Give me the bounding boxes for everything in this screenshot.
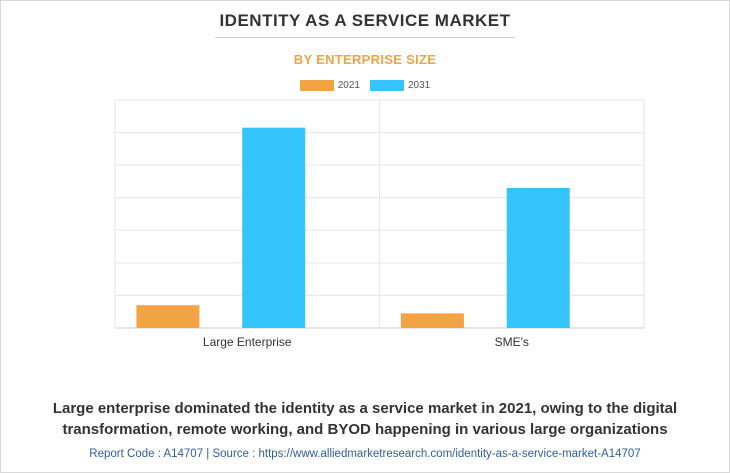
title-divider	[215, 37, 515, 38]
legend-label-2031: 2031	[408, 80, 431, 91]
bar-2021-sme-s	[400, 313, 464, 328]
legend-label-2021: 2021	[337, 80, 360, 91]
chart-title: IDENTITY AS A SERVICE MARKET	[219, 11, 511, 30]
chart-caption: Large enterprise dominated the identity …	[52, 400, 678, 438]
legend-item-2031[interactable]: 2031	[370, 80, 430, 91]
bar-2021-large-enterprise	[136, 305, 200, 328]
chart-subtitle: BY ENTERPRISE SIZE	[293, 52, 437, 67]
legend-item-2021[interactable]: 2021	[299, 80, 360, 91]
x-tick-label: SME's	[495, 335, 529, 349]
bar-2031-large-enterprise	[242, 127, 306, 328]
x-tick-label: Large Enterprise	[203, 335, 292, 349]
legend-swatch-2021	[299, 80, 334, 91]
legend-swatch-2031	[370, 80, 404, 91]
bar-2031-sme-s	[506, 187, 570, 328]
report-source-footer: Report Code : A14707 | Source : https://…	[89, 448, 641, 460]
legend: 2021 2031	[0, 80, 730, 91]
